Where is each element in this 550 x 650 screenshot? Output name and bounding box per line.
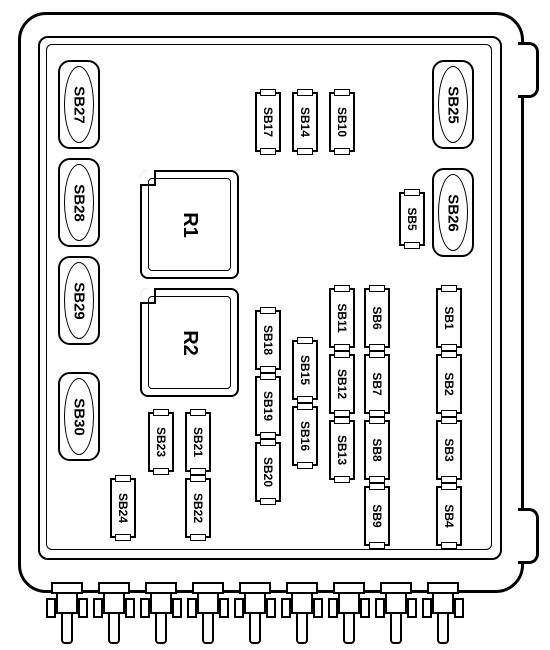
connector-tip-0 — [61, 612, 73, 644]
connector-pin-7 — [385, 592, 407, 614]
relay-r1: R1 — [140, 170, 239, 279]
fuse-sb27: SB27 — [58, 60, 100, 149]
connector-pin-6 — [338, 592, 360, 614]
fuse-sb14: SB14 — [292, 92, 318, 152]
connector-side-4 — [234, 598, 244, 618]
fuse-sb24: SB24 — [110, 478, 136, 538]
fuse-sb3: SB3 — [436, 420, 462, 480]
connector-side-4 — [266, 598, 276, 618]
connector-tip-1 — [108, 612, 120, 644]
connector-side-3 — [187, 598, 197, 618]
fuse-sb18: SB18 — [255, 310, 281, 370]
fuse-sb6: SB6 — [364, 288, 390, 348]
connector-pin-1 — [103, 592, 125, 614]
fuse-sb23: SB23 — [148, 412, 174, 472]
connector-tip-6 — [343, 612, 355, 644]
fuse-sb1: SB1 — [436, 288, 462, 348]
connector-side-2 — [140, 598, 150, 618]
case-tab-bottom — [518, 508, 539, 564]
connector-tip-7 — [390, 612, 402, 644]
connector-side-1 — [93, 598, 103, 618]
connector-pin-4 — [244, 592, 266, 614]
fuse-sb5: SB5 — [399, 192, 425, 246]
fuse-sb20: SB20 — [255, 442, 281, 502]
fuse-sb10: SB10 — [329, 92, 355, 152]
connector-tip-5 — [296, 612, 308, 644]
fuse-sb21: SB21 — [185, 412, 211, 472]
connector-side-1 — [125, 598, 135, 618]
fuse-sb26: SB26 — [432, 168, 474, 257]
connector-tip-3 — [202, 612, 214, 644]
connector-tip-4 — [249, 612, 261, 644]
connector-side-7 — [407, 598, 417, 618]
fuse-sb8: SB8 — [364, 420, 390, 480]
fuse-sb30: SB30 — [58, 372, 100, 461]
fuse-sb13: SB13 — [329, 420, 355, 480]
connector-side-6 — [360, 598, 370, 618]
connector-side-8 — [454, 598, 464, 618]
fuse-sb17: SB17 — [255, 92, 281, 152]
connector-pin-2 — [150, 592, 172, 614]
connector-side-0 — [78, 598, 88, 618]
connector-side-6 — [328, 598, 338, 618]
fuse-sb28: SB28 — [58, 158, 100, 247]
connector-side-5 — [313, 598, 323, 618]
connector-tip-2 — [155, 612, 167, 644]
connector-side-0 — [46, 598, 56, 618]
connector-tip-8 — [437, 612, 449, 644]
fuse-sb22: SB22 — [185, 478, 211, 538]
fuse-sb19: SB19 — [255, 376, 281, 436]
connector-side-2 — [172, 598, 182, 618]
fuse-box-diagram: SB27 SB28 SB29 SB30 SB25 SB26 R1R2 SB17 SB14 SB10… — [0, 0, 550, 650]
fuse-sb2: SB2 — [436, 354, 462, 414]
fuse-sb15: SB15 — [292, 340, 318, 400]
connector-pin-3 — [197, 592, 219, 614]
relay-r2: R2 — [140, 288, 239, 397]
case-tab-top — [518, 42, 539, 98]
fuse-sb29: SB29 — [58, 256, 100, 345]
fuse-sb12: SB12 — [329, 354, 355, 414]
connector-side-5 — [281, 598, 291, 618]
connector-pin-8 — [432, 592, 454, 614]
connector-side-7 — [375, 598, 385, 618]
fuse-sb9: SB9 — [364, 486, 390, 546]
fuse-sb25: SB25 — [432, 60, 474, 149]
connector-pin-5 — [291, 592, 313, 614]
connector-pin-0 — [56, 592, 78, 614]
fuse-sb16: SB16 — [292, 406, 318, 466]
connector-side-8 — [422, 598, 432, 618]
fuse-sb11: SB11 — [329, 288, 355, 348]
fuse-sb4: SB4 — [436, 486, 462, 546]
connector-side-3 — [219, 598, 229, 618]
fuse-sb7: SB7 — [364, 354, 390, 414]
